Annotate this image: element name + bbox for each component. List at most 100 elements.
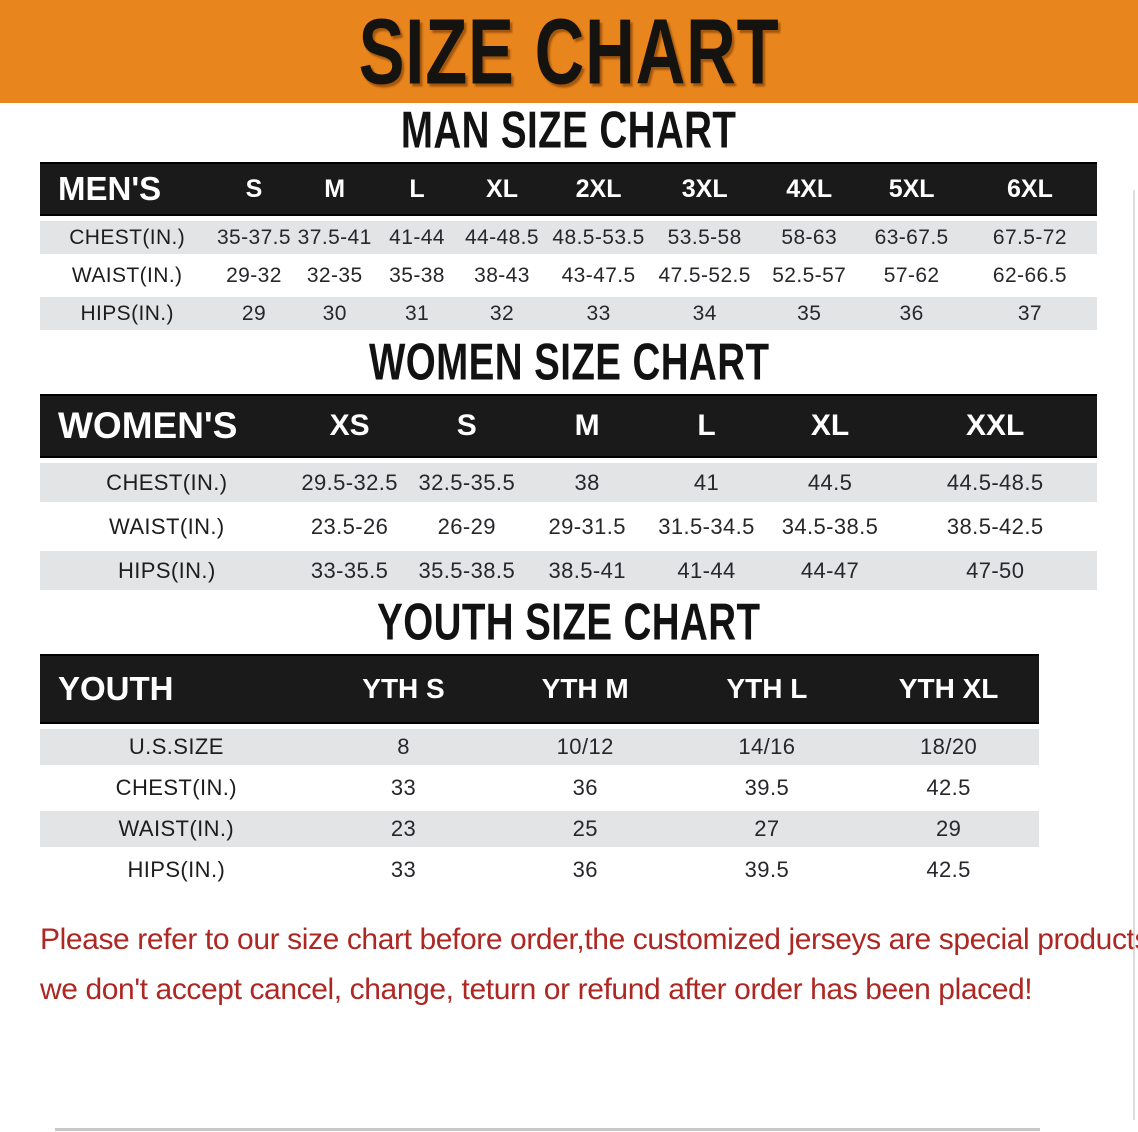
size-header-cell: YTH XL <box>857 654 1040 724</box>
value-cell: 42.5 <box>857 852 1040 888</box>
row-label-cell: HIPS(IN.) <box>40 551 294 590</box>
value-cell: 35.5-38.5 <box>405 551 529 590</box>
value-cell: 48.5-53.5 <box>545 221 652 254</box>
value-cell: 36 <box>494 852 677 888</box>
table-header-row: MEN'S S M L XL 2XL 3XL 4XL 5XL 6XL <box>40 162 1097 216</box>
table-title-cell: WOMEN'S <box>40 394 294 458</box>
size-header-cell: XXL <box>893 394 1097 458</box>
size-header-cell: YTH S <box>312 654 495 724</box>
men-section-title: MAN SIZE CHART <box>0 100 1138 159</box>
value-cell: 38 <box>528 463 647 502</box>
value-cell: 31 <box>375 297 459 330</box>
spacer-cell <box>1039 811 1097 847</box>
value-cell: 34 <box>651 297 759 330</box>
size-header-cell: YTH M <box>494 654 677 724</box>
measurement-row: WAIST(IN.) 29-32 32-35 35-38 38-43 43-47.5 47.… <box>40 259 1097 292</box>
value-cell: 34.5-38.5 <box>766 507 894 546</box>
men-section: MAN SIZE CHART MEN'S S M L XL 2XL 3XL 4XL 5XL 6XL… <box>0 100 1138 335</box>
measurement-row: HIPS(IN.) 29 30 31 32 33 34 35 36 37 <box>40 297 1097 330</box>
value-cell: 58-63 <box>758 221 861 254</box>
value-cell: 39.5 <box>676 852 858 888</box>
value-cell: 57-62 <box>860 259 963 292</box>
women-size-table: WOMEN'S XS S M L XL XXL CHEST(IN.) 29.5-32.5 32.5… <box>40 389 1097 595</box>
value-cell: 29 <box>214 297 294 330</box>
value-cell: 37 <box>962 297 1097 330</box>
value-cell: 8 <box>312 729 495 765</box>
scan-edge-right <box>1133 190 1135 1120</box>
row-label-cell: CHEST(IN.) <box>40 221 215 254</box>
value-cell: 29-32 <box>214 259 294 292</box>
size-header-cell: 2XL <box>545 162 652 216</box>
value-cell: 35 <box>758 297 861 330</box>
value-cell: 32 <box>458 297 546 330</box>
table-title-cell: MEN'S <box>40 162 215 216</box>
value-cell: 23.5-26 <box>293 507 406 546</box>
value-cell: 30 <box>293 297 376 330</box>
value-cell: 33 <box>312 852 495 888</box>
value-cell: 44.5 <box>766 463 894 502</box>
size-header-cell: L <box>646 394 767 458</box>
value-cell: 41 <box>646 463 767 502</box>
men-section-title-text: MAN SIZE CHART <box>401 100 737 159</box>
value-cell: 67.5-72 <box>962 221 1097 254</box>
value-cell: 23 <box>312 811 495 847</box>
measurement-row: CHEST(IN.) 35-37.5 37.5-41 41-44 44-48.5 48.5… <box>40 221 1097 254</box>
measurement-row: CHEST(IN.) 33 36 39.5 42.5 <box>40 770 1097 806</box>
value-cell: 47.5-52.5 <box>651 259 759 292</box>
value-cell: 29-31.5 <box>528 507 647 546</box>
value-cell: 29.5-32.5 <box>293 463 406 502</box>
spacer-cell <box>1039 852 1097 888</box>
value-cell: 18/20 <box>857 729 1040 765</box>
size-header-cell: XL <box>458 162 546 216</box>
size-header-cell: S <box>214 162 294 216</box>
value-cell: 41-44 <box>375 221 459 254</box>
value-cell: 36 <box>860 297 963 330</box>
value-cell: 53.5-58 <box>651 221 759 254</box>
value-cell: 43-47.5 <box>545 259 652 292</box>
size-header-cell: XL <box>766 394 894 458</box>
value-cell: 25 <box>494 811 677 847</box>
value-cell: 14/16 <box>676 729 858 765</box>
value-cell: 47-50 <box>893 551 1097 590</box>
women-section-title: WOMEN SIZE CHART <box>0 332 1138 391</box>
row-label-cell: WAIST(IN.) <box>40 507 294 546</box>
size-header-cell: M <box>528 394 647 458</box>
row-label-cell: CHEST(IN.) <box>40 463 294 502</box>
value-cell: 32-35 <box>293 259 376 292</box>
value-cell: 38.5-42.5 <box>893 507 1097 546</box>
table-header-row: YOUTH YTH S YTH M YTH L YTH XL <box>40 654 1097 724</box>
value-cell: 38-43 <box>458 259 546 292</box>
row-label-cell: WAIST(IN.) <box>40 259 215 292</box>
value-cell: 44-48.5 <box>458 221 546 254</box>
value-cell: 42.5 <box>857 770 1040 806</box>
youth-section-title-text: YOUTH SIZE CHART <box>377 592 761 651</box>
value-cell: 37.5-41 <box>293 221 376 254</box>
measurement-row: U.S.SIZE 8 10/12 14/16 18/20 <box>40 729 1097 765</box>
value-cell: 39.5 <box>676 770 858 806</box>
size-header-cell: S <box>405 394 529 458</box>
value-cell: 35-38 <box>375 259 459 292</box>
banner: SIZE CHART <box>0 0 1138 103</box>
size-header-cell: 4XL <box>758 162 861 216</box>
youth-section: YOUTH SIZE CHART YOUTH YTH S YTH M YTH L YTH… <box>0 592 1138 893</box>
measurement-row: CHEST(IN.) 29.5-32.5 32.5-35.5 38 41 44.5 44.5… <box>40 463 1097 502</box>
value-cell: 44-47 <box>766 551 894 590</box>
value-cell: 33 <box>545 297 652 330</box>
value-cell: 44.5-48.5 <box>893 463 1097 502</box>
value-cell: 32.5-35.5 <box>405 463 529 502</box>
row-label-cell: HIPS(IN.) <box>40 852 313 888</box>
spacer-cell <box>1039 770 1097 806</box>
value-cell: 36 <box>494 770 677 806</box>
row-label-cell: CHEST(IN.) <box>40 770 313 806</box>
row-label-cell: U.S.SIZE <box>40 729 313 765</box>
size-header-cell: L <box>375 162 459 216</box>
value-cell: 63-67.5 <box>860 221 963 254</box>
row-label-cell: HIPS(IN.) <box>40 297 215 330</box>
spacer-cell <box>1039 729 1097 765</box>
value-cell: 31.5-34.5 <box>646 507 767 546</box>
value-cell: 41-44 <box>646 551 767 590</box>
women-section-title-text: WOMEN SIZE CHART <box>368 332 770 391</box>
value-cell: 35-37.5 <box>214 221 294 254</box>
youth-section-title: YOUTH SIZE CHART <box>0 592 1138 651</box>
